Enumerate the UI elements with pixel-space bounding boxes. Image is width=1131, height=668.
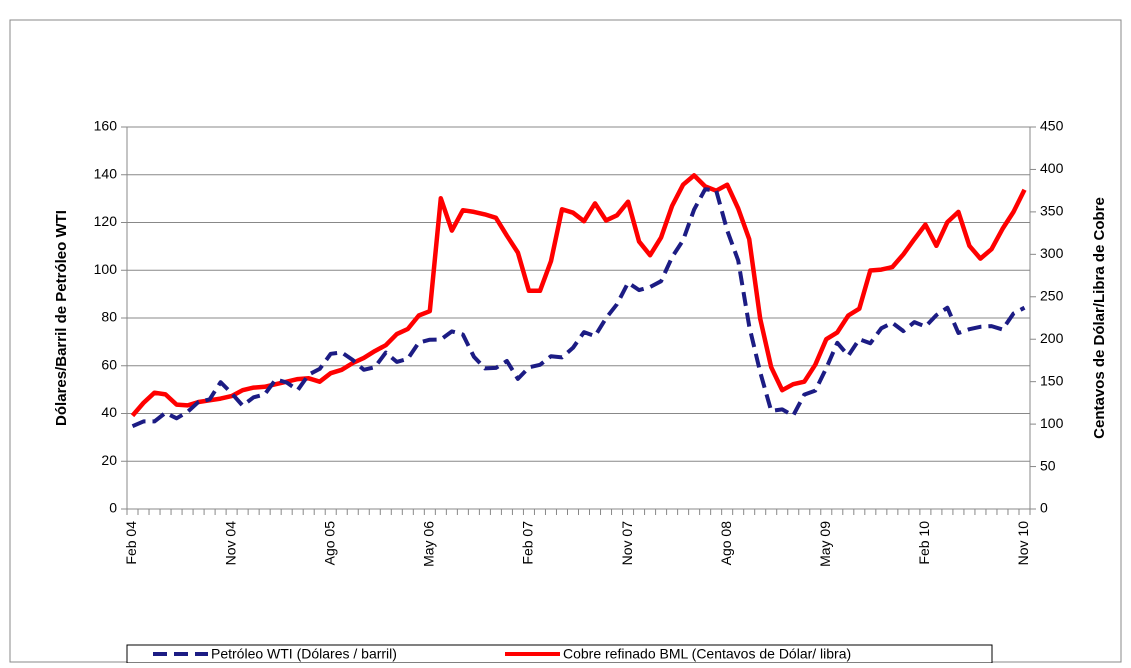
y-tick-label: 120 bbox=[94, 213, 118, 229]
y-tick-label: 60 bbox=[101, 356, 117, 372]
legend-label: Cobre refinado BML (Centavos de Dólar/ l… bbox=[563, 646, 851, 662]
x-tick-label: Nov 04 bbox=[222, 521, 238, 566]
x-tick-label: Ago 05 bbox=[321, 521, 337, 566]
y2-tick-label: 200 bbox=[1040, 330, 1064, 346]
line-series bbox=[131, 187, 1026, 429]
x-tick-label: Ago 08 bbox=[718, 521, 734, 566]
y-tick-label: 40 bbox=[101, 404, 117, 420]
y2-axis-label: Centavos de Dólar/Libra de Cobre bbox=[1091, 197, 1108, 439]
y2-tick-label: 400 bbox=[1040, 160, 1064, 176]
x-tick-label: May 09 bbox=[817, 521, 833, 567]
x-tick-label: Feb 10 bbox=[916, 521, 932, 565]
y-tick-label: 0 bbox=[109, 500, 117, 516]
y-tick-label: 20 bbox=[101, 452, 117, 468]
y2-tick-label: 100 bbox=[1040, 415, 1064, 431]
y2-tick-label: 450 bbox=[1040, 118, 1064, 134]
y2-tick-label: 250 bbox=[1040, 287, 1064, 303]
x-tick-label: Feb 07 bbox=[520, 521, 536, 565]
y2-tick-label: 350 bbox=[1040, 203, 1064, 219]
y2-tick-label: 50 bbox=[1040, 457, 1056, 473]
y2-tick-label: 300 bbox=[1040, 245, 1064, 261]
y-axis-label: Dólares/Barril de Petróleo WTI bbox=[53, 210, 70, 426]
x-tick-label: May 06 bbox=[421, 521, 437, 567]
y-tick-label: 160 bbox=[94, 118, 118, 134]
y2-tick-label: 150 bbox=[1040, 372, 1064, 388]
x-tick-label: Nov 07 bbox=[619, 521, 635, 566]
x-tick-label: Nov 10 bbox=[1015, 521, 1031, 566]
y2-tick-label: 0 bbox=[1040, 500, 1048, 516]
y-tick-label: 80 bbox=[101, 309, 117, 325]
y-tick-label: 100 bbox=[94, 261, 118, 277]
x-tick-label: Feb 04 bbox=[123, 521, 139, 565]
legend-label: Petróleo WTI (Dólares / barril) bbox=[211, 646, 397, 662]
y-tick-label: 140 bbox=[94, 165, 118, 181]
chart-border bbox=[9, 19, 1122, 663]
